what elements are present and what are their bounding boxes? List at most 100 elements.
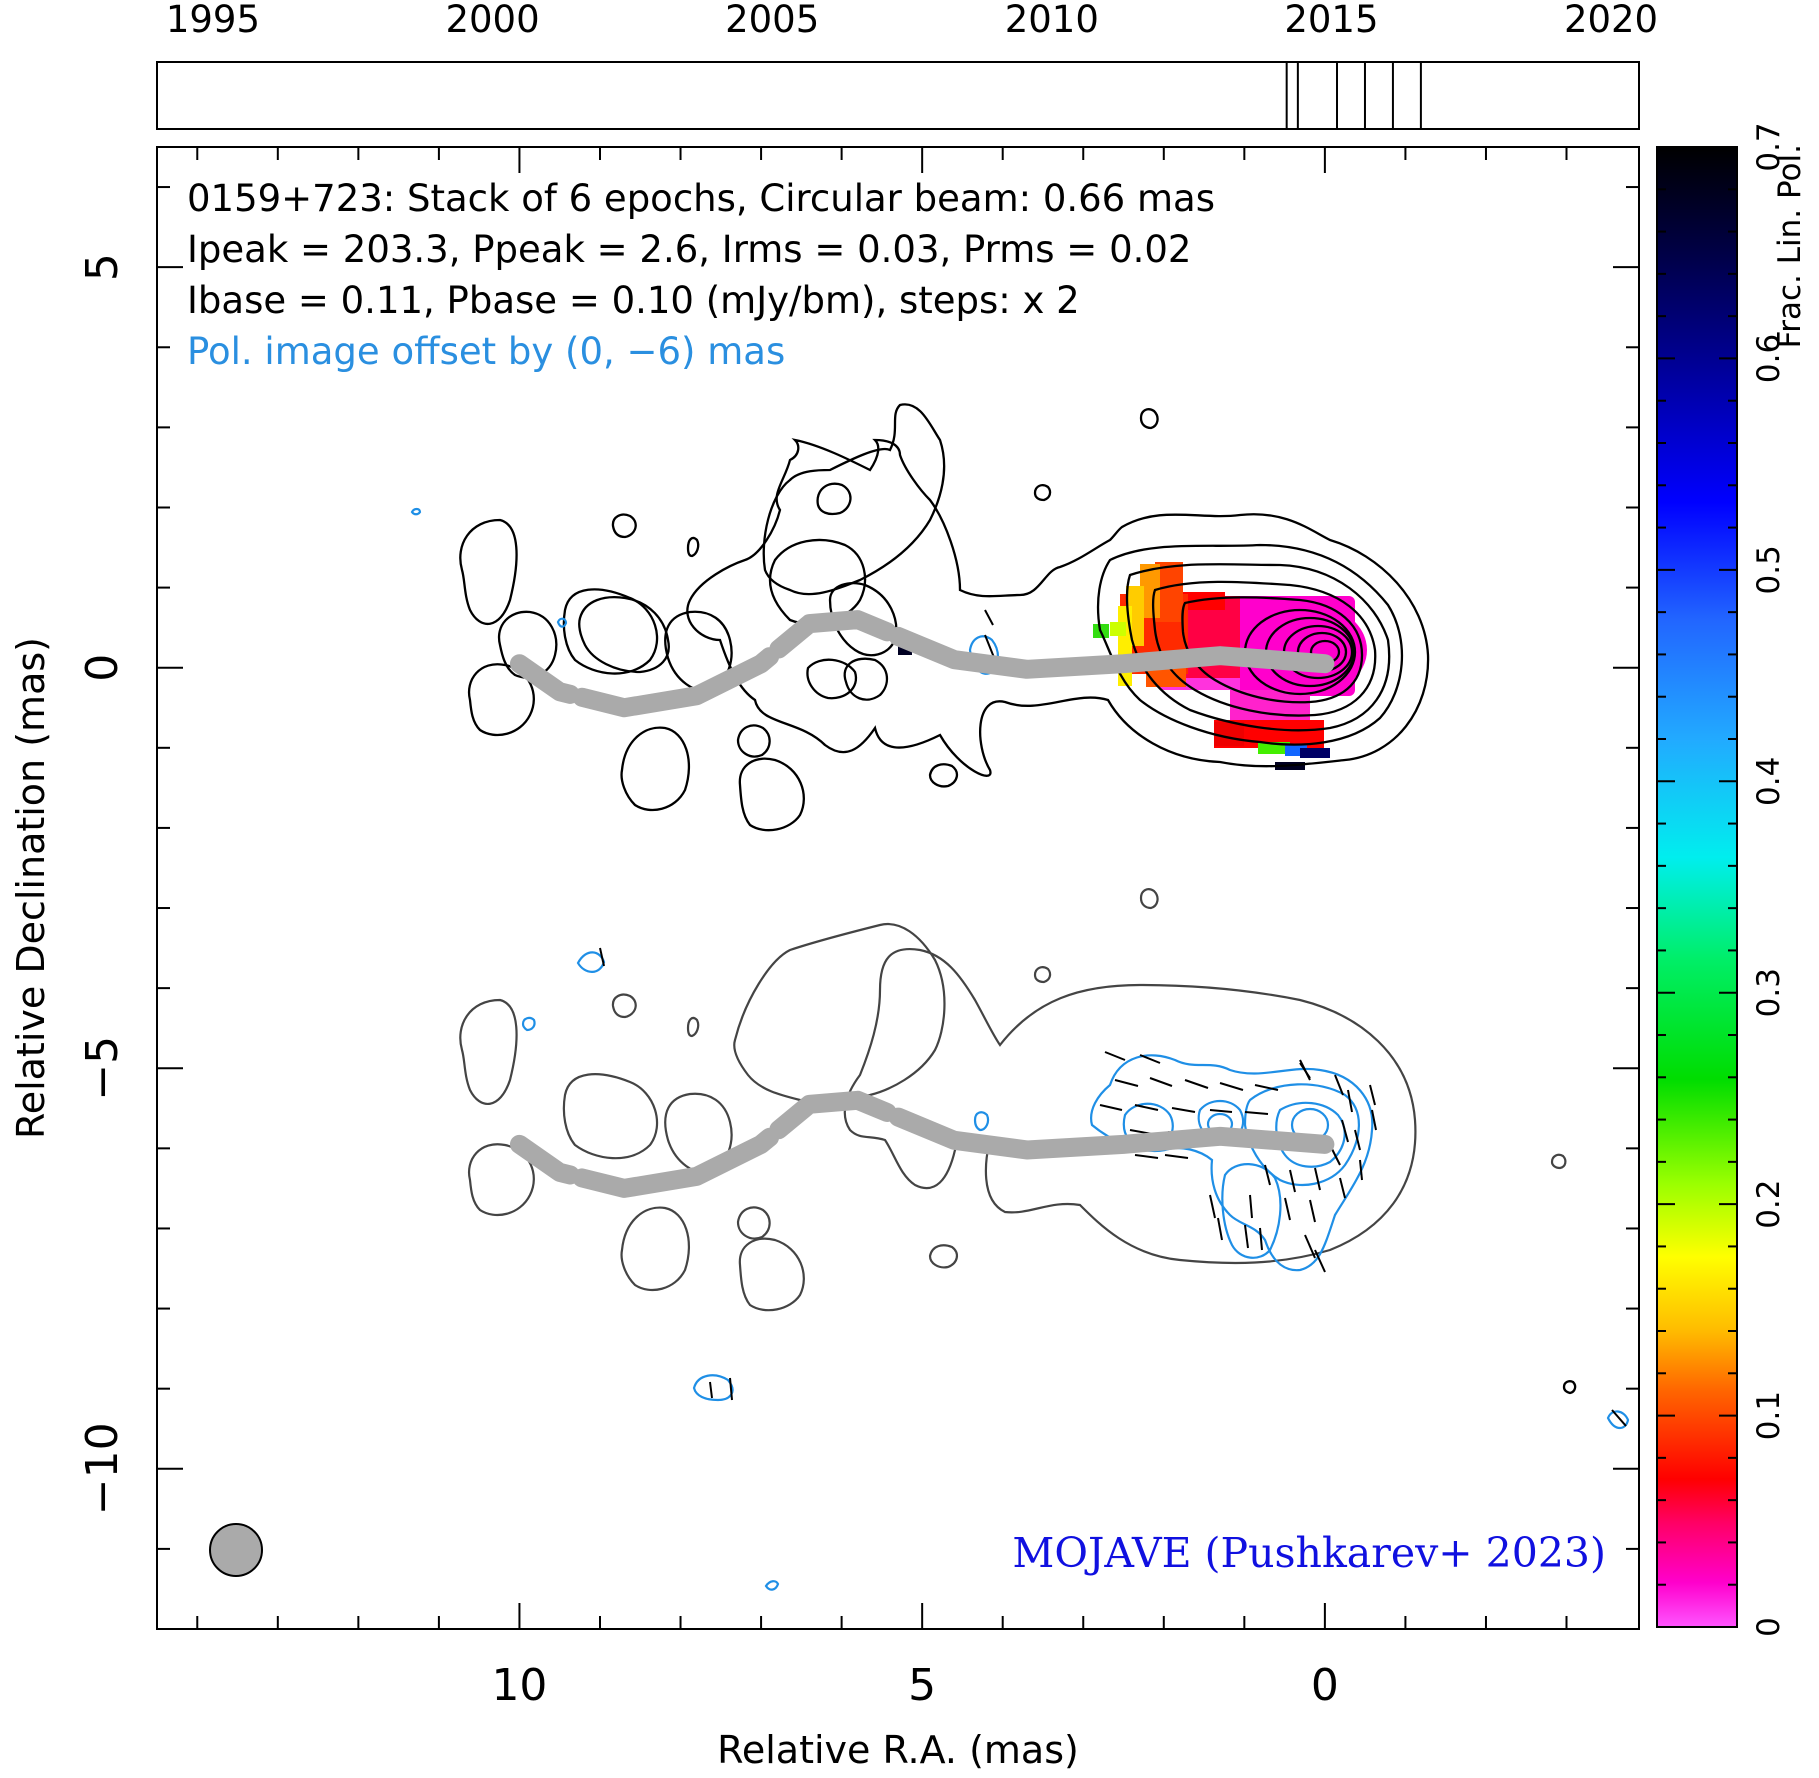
- jet-intensity-contour: [928, 763, 959, 788]
- evpa-stick: [1099, 1104, 1123, 1111]
- jet-intensity-contour: [497, 610, 558, 679]
- fpol-patch: [1214, 722, 1244, 746]
- jet-intensity-contour: [1562, 1380, 1577, 1395]
- annotation-line-3: Ibase = 0.11, Pbase = 0.10 (mJy/bm), ste…: [187, 279, 1080, 322]
- jet-intensity-contour: [738, 757, 805, 832]
- pol-contour: [521, 1016, 536, 1032]
- jet-ridge-line: [509, 610, 1335, 718]
- stokes-i-image: [459, 403, 1577, 1395]
- jet-intensity-contour: [1033, 484, 1052, 502]
- colorbar-tick-label: 0.1: [1751, 1391, 1787, 1440]
- evpa-stick: [599, 947, 605, 967]
- colorbar-tick-label: 0.5: [1751, 545, 1787, 594]
- pol-contour: [692, 1374, 734, 1402]
- jet-intensity-contour: [459, 518, 518, 626]
- colorbar: 0 0.1 0.2 0.3 0.4 0.5 0.6 0.7 Frac. Lin. Pol.: [1656, 122, 1808, 1637]
- timeline-frame: [156, 61, 1640, 130]
- jet-intensity-contour: [562, 588, 659, 675]
- y-tick-label: −5: [77, 1036, 128, 1101]
- evpa-stick: [1139, 1054, 1161, 1064]
- jet-offset-contour: [736, 1206, 771, 1240]
- annotation-line-4: Pol. image offset by (0, −6) mas: [187, 330, 785, 373]
- jet-intensity-contour: [762, 403, 946, 596]
- offset-intensity-contours: [459, 888, 1567, 1312]
- y-tick-label: 0: [77, 654, 128, 682]
- colorbar-tick-label: 0.2: [1751, 1179, 1787, 1228]
- evpa-stick: [1114, 1079, 1139, 1087]
- evpa-stick: [1314, 1167, 1321, 1191]
- evpa-stick: [1611, 1409, 1627, 1427]
- evpa-stick: [1309, 1199, 1316, 1223]
- x-tick-label: 0: [1311, 1660, 1339, 1711]
- evpa-stick: [709, 1381, 713, 1399]
- jet-intensity-contour: [816, 482, 852, 516]
- fpol-patch: [1300, 748, 1330, 758]
- timeline-year: 2000: [445, 0, 539, 41]
- pol-contour: [1243, 1083, 1360, 1187]
- y-tick-label: −10: [77, 1422, 128, 1515]
- restoring-beam: [209, 1523, 263, 1577]
- pol-contour: [1221, 1163, 1282, 1259]
- evpa-stick: [1217, 1217, 1223, 1241]
- jet-offset-contour: [686, 1016, 700, 1038]
- evpa-stick: [1359, 1159, 1363, 1181]
- x-tick-label: 10: [491, 1660, 547, 1711]
- y-axis-label: Relative Declination (mas): [9, 637, 53, 1139]
- y-tick-marks: [157, 186, 1639, 1550]
- jet-intensity-contour: [843, 657, 889, 701]
- evpa-stick: [1339, 1177, 1346, 1199]
- evpa-stick: [729, 1377, 733, 1401]
- evpa-stick: [984, 609, 994, 626]
- x-tick-label: 5: [908, 1660, 936, 1711]
- plot-frame: [156, 146, 1640, 1630]
- evpa-stick: [1244, 1111, 1269, 1115]
- credit-label: MOJAVE (Pushkarev+ 2023): [1012, 1529, 1606, 1577]
- evpa-stick: [1104, 1051, 1126, 1061]
- evpa-stick: [1264, 1164, 1271, 1186]
- annotation-line-1: 0159+723: Stack of 6 epochs, Circular be…: [187, 177, 1215, 220]
- jet-offset-contour: [467, 1143, 535, 1217]
- x-axis-label: Relative R.A. (mas): [717, 1728, 1079, 1772]
- jet-intensity-contour: [578, 596, 670, 674]
- evpa-stick: [1369, 1084, 1376, 1106]
- evpa-stick: [1299, 1062, 1311, 1079]
- jet-offset-contour: [928, 1244, 958, 1269]
- jet-offset-contour: [1033, 966, 1052, 984]
- evpa-stick: [1149, 1077, 1173, 1087]
- jet-offset-contour: [611, 993, 637, 1019]
- evpa-stick: [1341, 1119, 1349, 1143]
- jet-intensity-contour: [467, 663, 535, 737]
- total-intensity-contours: [459, 403, 1577, 1395]
- jet-offset-contour: [562, 1073, 659, 1160]
- pol-contour: [556, 617, 568, 628]
- evpa-stick: [1219, 1082, 1244, 1091]
- jet-ridge-line: [509, 1090, 1335, 1198]
- evpa-stick: [1289, 1169, 1296, 1193]
- x-axis: 10 5 0 Relative R.A. (mas): [196, 147, 1568, 1772]
- timeline-year: 2005: [725, 0, 819, 41]
- timeline-year: 2010: [1005, 0, 1099, 41]
- colorbar-tick-label: 0: [1751, 1617, 1787, 1637]
- jet-intensity-contour: [736, 724, 771, 758]
- evpa-stick: [1249, 1194, 1253, 1219]
- x-tick-marks: [196, 147, 1568, 1629]
- evpa-stick: [1171, 1107, 1196, 1113]
- timeline-year: 1995: [166, 0, 260, 41]
- colorbar-ticks: [1657, 146, 1737, 1628]
- jet-intensity-contour: [611, 513, 637, 539]
- outer-offset-contour: [843, 947, 1417, 1265]
- colorbar-scale: [1656, 146, 1738, 1628]
- jet-offset-contour: [620, 1206, 690, 1292]
- outer-intensity-contour: [686, 438, 1430, 777]
- y-axis: 5 0 −5 −10 Relative Declination (mas): [9, 186, 1639, 1550]
- colorbar-tick-label: 0.4: [1751, 757, 1787, 806]
- evpa-stick: [1184, 1079, 1209, 1089]
- timeline-epoch-marks: [1285, 62, 1422, 129]
- evpa-stick: [1134, 1104, 1159, 1111]
- evpa-sticks: [599, 609, 1627, 1427]
- evpa-stick: [1347, 1089, 1353, 1113]
- epoch-timeline: 1995 2000 2005 2010 2015 2020: [156, 0, 1658, 130]
- intensity-contour: [1151, 580, 1377, 717]
- y-tick-label: 5: [77, 253, 128, 281]
